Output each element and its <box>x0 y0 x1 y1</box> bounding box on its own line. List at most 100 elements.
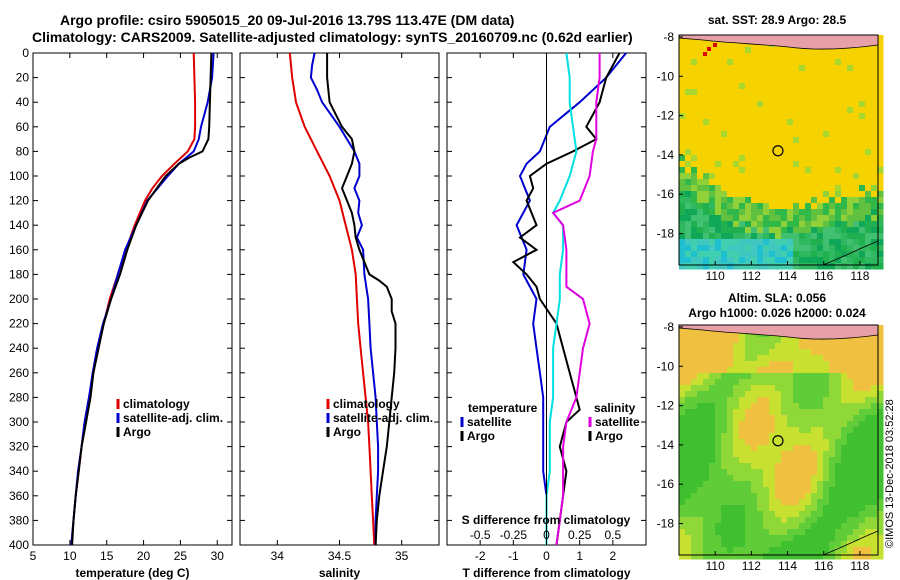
difference-series-s-argo <box>551 53 601 546</box>
sst_map-ytick-label: -14 <box>657 148 675 162</box>
sst-hot-pixel <box>707 47 711 51</box>
sla_map-argo-marker <box>772 435 784 447</box>
difference-xtick-label: 0 <box>543 549 550 563</box>
salinity-xtick-label: 34.5 <box>328 549 352 563</box>
diff-legend-s-label: satellite <box>595 415 640 429</box>
temp-legend-label: satellite-adj. clim. <box>123 411 223 425</box>
diff-s-tick-label: -0.5 <box>470 528 491 542</box>
difference-xtick-label: 2 <box>609 549 616 563</box>
temperature-ytick-label: 220 <box>9 317 29 331</box>
sla_map-ytick-label: -18 <box>657 517 675 531</box>
sst-hot-pixel <box>703 52 707 56</box>
temperature-xtick-label: 30 <box>211 549 225 563</box>
temp-legend-label: Argo <box>123 425 151 439</box>
temperature-ytick-label: 360 <box>9 489 29 503</box>
sla-map-title-line1: Altim. SLA: 0.056 <box>728 291 826 305</box>
temperature-ytick-label: 340 <box>9 464 29 478</box>
sst_map-xtick-label: 110 <box>706 269 725 283</box>
figure-title-line2: Climatology: CARS2009. Satellite-adjuste… <box>32 29 633 45</box>
temperature-series-argo <box>71 52 213 546</box>
diff-legend-t-label: satellite <box>467 415 512 429</box>
imos-timestamp: ©IMOS 13-Dec-2018 03:52:28 <box>884 399 896 548</box>
diff-s-tick-label: -0.25 <box>500 528 528 542</box>
sla_map-xtick-label: 114 <box>778 559 797 573</box>
salinity-series-satellite-adj-clim- <box>309 52 380 545</box>
diff-legend-t-label: Argo <box>467 429 495 443</box>
temperature-xtick-label: 20 <box>137 549 151 563</box>
temperature-xlabel: temperature (deg C) <box>75 566 189 580</box>
temperature-ytick-label: 0 <box>22 46 29 60</box>
sst_map-xtick-label: 112 <box>742 269 761 283</box>
sla_map-xtick-label: 116 <box>814 559 833 573</box>
difference-series-t-argo <box>511 52 621 546</box>
sla_map-xtick-label: 112 <box>742 559 761 573</box>
temperature-ytick-label: 400 <box>9 538 29 552</box>
figure-title-line1: Argo profile: csiro 5905015_20 09-Jul-20… <box>60 12 515 28</box>
temperature-ytick-label: 300 <box>9 415 29 429</box>
diff-s-tick-label: 0.5 <box>604 528 621 542</box>
salinity-series-climatology <box>288 52 376 546</box>
sst_map-xtick-label: 114 <box>778 269 797 283</box>
temperature-ytick-label: 200 <box>9 292 29 306</box>
salinity-xtick-label: 34 <box>271 549 285 563</box>
temperature-ytick-label: 180 <box>9 267 29 281</box>
sla_map-land <box>678 324 879 340</box>
temperature-ytick-label: 240 <box>9 341 29 355</box>
temperature-ytick-label: 260 <box>9 366 29 380</box>
temperature-ytick-label: 60 <box>16 120 30 134</box>
sst_map-argo-marker <box>772 145 784 157</box>
temperature-panel: 5 10 15 20 25 3002040608010012014016018020022… <box>9 46 233 580</box>
temperature-ytick-label: 380 <box>9 513 29 527</box>
difference-xtick-label: -2 <box>475 549 486 563</box>
sst_map-ytick-label: -16 <box>657 187 675 201</box>
sal-legend-label: climatology <box>333 397 400 411</box>
sst_map-land <box>678 34 879 50</box>
temperature-ytick-label: 140 <box>9 218 29 232</box>
sal-legend-label: Argo <box>333 425 361 439</box>
diff-legend-salinity-title: salinity <box>594 401 636 415</box>
difference-xlabel: T difference from climatology <box>462 566 630 580</box>
temperature-ytick-label: 120 <box>9 194 29 208</box>
sst_map-ytick-label: -8 <box>663 30 674 44</box>
sst_map-pixels <box>679 35 884 270</box>
diff-s-tick-label: 0 <box>543 528 550 542</box>
sla_map-pixels <box>679 325 884 560</box>
temperature-ytick-label: 320 <box>9 440 29 454</box>
difference-series-s-satellite <box>545 52 578 545</box>
sst-map-panel: sat. SST: 28.9 Argo: 28.5 110 112 114 116 118… <box>657 13 884 283</box>
sst_map-xtick-label: 116 <box>814 269 833 283</box>
salinity-xtick-label: 35 <box>395 549 409 563</box>
temperature-ytick-label: 80 <box>16 144 30 158</box>
sal-legend-label: satellite-adj. clim. <box>333 411 433 425</box>
temperature-ytick-label: 100 <box>9 169 29 183</box>
sst_map-xtick-label: 118 <box>850 269 869 283</box>
sla_map-xtick-label: 110 <box>706 559 725 573</box>
sst_map-ytick-label: -10 <box>657 69 675 83</box>
sst-hot-pixel <box>713 43 717 47</box>
difference-xtick-label: 1 <box>576 549 583 563</box>
sla_map-ytick-label: -10 <box>657 359 675 373</box>
temperature-xtick-label: 5 <box>30 549 37 563</box>
sst_map-ytick-label: -18 <box>657 227 675 241</box>
temperature-ytick-label: 280 <box>9 390 29 404</box>
temperature-frame <box>32 52 233 546</box>
sla_map-ytick-label: -8 <box>663 320 674 334</box>
diff-s-tick-label: 0.25 <box>568 528 592 542</box>
difference-series-t-satellite <box>515 52 627 545</box>
temperature-xtick-label: 15 <box>100 549 114 563</box>
sla_map-ytick-label: -14 <box>657 438 675 452</box>
diff-legend-temperature-title: temperature <box>468 401 538 415</box>
temperature-xtick-label: 10 <box>63 549 77 563</box>
sla_map-ytick-label: -16 <box>657 477 675 491</box>
salinity-xlabel: salinity <box>319 566 361 580</box>
temperature-ytick-label: 20 <box>16 71 30 85</box>
diff-legend-s-label: Argo <box>595 429 623 443</box>
sla_map-ytick-label: -12 <box>657 399 675 413</box>
salinity-series-argo <box>326 53 397 546</box>
sla-map-title-line2: Argo h1000: 0.026 h2000: 0.024 <box>688 306 866 320</box>
sst_map-frame <box>678 34 879 266</box>
salinity-frame <box>239 52 440 546</box>
sst-map-title: sat. SST: 28.9 Argo: 28.5 <box>708 13 847 27</box>
